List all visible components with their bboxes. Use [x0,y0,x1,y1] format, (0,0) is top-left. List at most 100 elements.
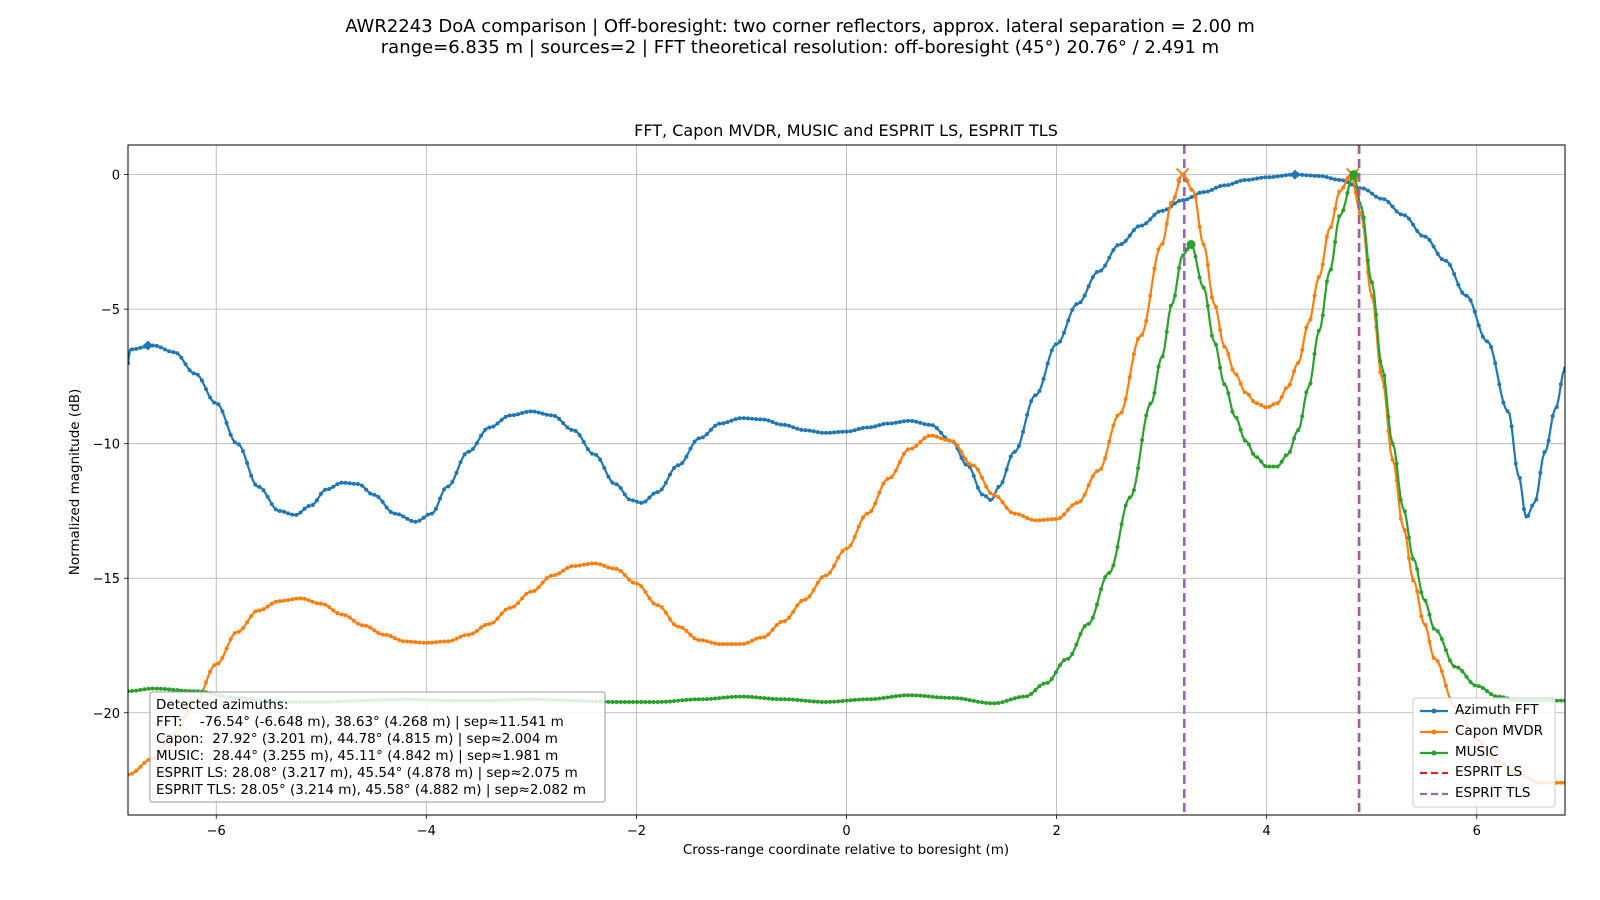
data-point [421,515,426,520]
data-point [721,642,726,647]
data-point [988,701,993,706]
data-point [499,417,504,422]
data-point [290,512,295,517]
data-point [807,699,812,704]
data-point [323,602,328,607]
data-point [154,686,159,691]
data-point [318,491,323,496]
data-point [762,635,767,640]
data-point [1131,228,1136,233]
data-point [1439,257,1444,262]
data-point [269,601,274,606]
data-point [1021,694,1026,699]
data-point [240,626,245,631]
x-tick-label: −2 [627,824,646,839]
data-point [282,509,287,514]
data-point [1123,238,1128,243]
data-point [1177,198,1182,203]
data-point [1086,284,1091,289]
legend-swatch-marker [1431,729,1437,735]
data-point [507,413,512,418]
data-point [1152,266,1157,271]
data-point [836,430,841,435]
data-point [930,694,935,699]
data-point [1230,367,1235,372]
data-point [1431,626,1436,631]
data-point [1312,173,1317,178]
data-point [1259,175,1264,180]
peak-marker-diamond [142,340,153,351]
data-point [536,410,541,415]
data-point [183,362,188,367]
data-point [232,440,237,445]
data-point [1292,436,1297,441]
annotation-line: MUSIC: 28.44° (3.255 m), 45.11° (4.842 m… [156,748,558,764]
data-point [975,485,980,490]
data-point [1452,664,1457,669]
data-point [1304,325,1309,330]
data-point [852,535,857,539]
data-point [672,699,677,704]
data-point [1320,313,1325,318]
data-point [130,689,135,694]
data-point [803,428,808,433]
data-point [1517,476,1522,481]
data-point [339,480,344,485]
data-point [413,519,418,524]
data-point [495,421,500,426]
data-point [1558,780,1563,785]
data-point [979,492,984,497]
data-point [491,620,496,625]
data-point [856,697,861,702]
axis-ticks: −6 −4 −2 0 2 4 60−5−10−15−20 [93,169,1481,839]
data-point [684,628,689,633]
data-point [1505,409,1510,414]
data-point [1394,461,1399,466]
data-point [503,607,508,612]
data-point [175,351,180,356]
data-point [1115,544,1120,549]
data-point [651,601,656,606]
data-point [1049,517,1054,522]
data-point [1205,189,1210,194]
data-point [618,568,623,573]
data-point [1357,210,1362,215]
data-point [544,412,549,417]
data-point [487,425,492,430]
data-point [1012,449,1017,454]
data-point [360,623,365,628]
data-point [240,449,245,454]
data-point [388,509,393,514]
data-point [926,694,931,699]
data-point [807,428,812,433]
data-point [938,436,943,441]
data-point [778,422,783,427]
data-point [741,416,746,421]
data-point [1152,212,1157,217]
data-point [573,428,578,433]
data-point [1230,181,1235,186]
data-point [1053,342,1058,347]
data-point [860,515,865,520]
data-point [470,447,475,452]
data-point [204,680,209,685]
data-point [856,427,861,432]
data-point [1168,201,1173,206]
data-point [1390,441,1395,446]
data-point [745,694,750,699]
data-point [569,564,574,569]
data-point [934,695,939,700]
data-point [737,694,742,699]
peak-marker-x [1175,167,1190,182]
data-point [1144,413,1149,418]
data-point [167,349,172,354]
data-point [1025,516,1030,521]
data-point [815,699,820,704]
data-point [967,462,972,467]
data-point [1402,213,1407,218]
data-point [208,669,213,674]
data-point [1427,612,1432,617]
data-point [265,494,270,499]
data-point [906,447,911,452]
data-point [1045,680,1050,685]
